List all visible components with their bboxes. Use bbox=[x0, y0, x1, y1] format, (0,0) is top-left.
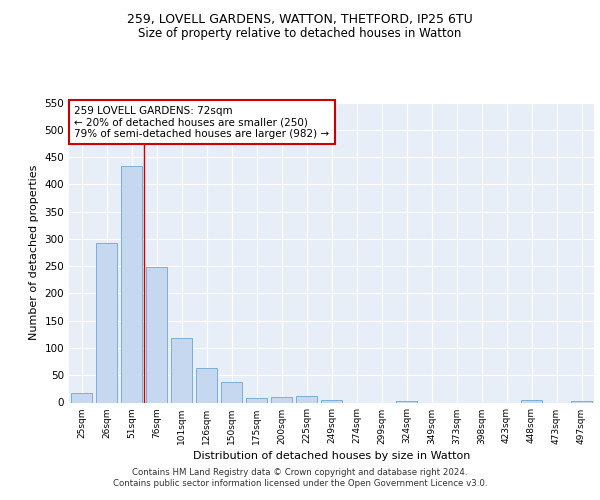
Bar bbox=[96, 242, 117, 402]
Bar bbox=[121, 166, 142, 402]
Bar bbox=[221, 382, 242, 402]
Text: Size of property relative to detached houses in Watton: Size of property relative to detached ho… bbox=[139, 28, 461, 40]
Bar bbox=[396, 401, 417, 402]
Bar bbox=[196, 368, 217, 402]
Bar bbox=[571, 401, 592, 402]
Bar bbox=[146, 267, 167, 402]
Bar bbox=[246, 398, 267, 402]
Bar bbox=[321, 400, 342, 402]
Bar bbox=[171, 338, 192, 402]
Bar bbox=[521, 400, 542, 402]
X-axis label: Distribution of detached houses by size in Watton: Distribution of detached houses by size … bbox=[193, 450, 470, 460]
Text: Contains HM Land Registry data © Crown copyright and database right 2024.
Contai: Contains HM Land Registry data © Crown c… bbox=[113, 468, 487, 487]
Bar bbox=[71, 393, 92, 402]
Bar bbox=[296, 396, 317, 402]
Y-axis label: Number of detached properties: Number of detached properties bbox=[29, 165, 39, 340]
Text: 259, LOVELL GARDENS, WATTON, THETFORD, IP25 6TU: 259, LOVELL GARDENS, WATTON, THETFORD, I… bbox=[127, 12, 473, 26]
Text: 259 LOVELL GARDENS: 72sqm
← 20% of detached houses are smaller (250)
79% of semi: 259 LOVELL GARDENS: 72sqm ← 20% of detac… bbox=[74, 106, 329, 138]
Bar bbox=[271, 397, 292, 402]
